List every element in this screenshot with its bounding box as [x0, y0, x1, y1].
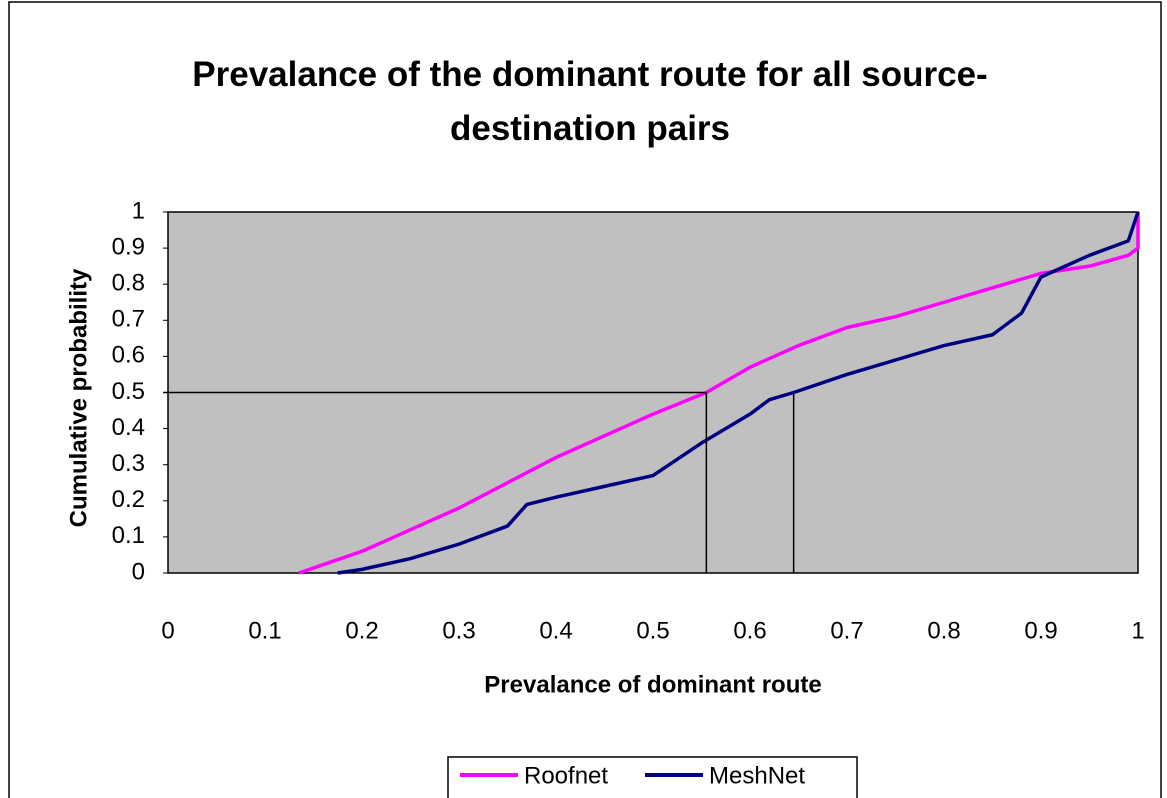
y-tick-label: 0.4 — [112, 414, 145, 441]
chart-frame — [8, 1, 1162, 798]
chart-title: Prevalance of the dominant route for all… — [192, 55, 988, 148]
y-tick-label: 0.7 — [112, 306, 145, 333]
y-tick-label: 0.1 — [112, 522, 145, 549]
line — [337, 211, 1140, 575]
y-tick-label: 0.3 — [112, 450, 145, 477]
y-tick-label: 0.9 — [112, 233, 145, 260]
y-tick-label: 0 — [132, 558, 145, 585]
legend-box — [447, 756, 858, 798]
x-tick-label: 0.3 — [442, 617, 475, 644]
y-tick-label: 1 — [132, 197, 145, 224]
x-axis-label: Prevalance of dominant route — [484, 671, 821, 698]
x-tick-label: 0.4 — [539, 617, 572, 644]
legend-label: Roofnet — [524, 762, 608, 789]
y-tick-label: 0.6 — [112, 342, 145, 369]
x-tick-label: 0.1 — [248, 617, 281, 644]
x-tick-label: 0.2 — [345, 617, 378, 644]
x-tick-label: 0.9 — [1024, 617, 1057, 644]
line — [298, 212, 1140, 575]
x-tick-label: 1 — [1131, 617, 1144, 644]
y-axis-label: Cumulative probability — [65, 268, 92, 527]
legend-label: MeshNet — [709, 762, 805, 789]
x-tick-label: 0 — [161, 617, 174, 644]
y-tick-label: 0.8 — [112, 270, 145, 297]
y-tick-label: 0.2 — [112, 486, 145, 513]
x-tick-label: 0.5 — [636, 617, 669, 644]
x-tick-label: 0.8 — [927, 617, 960, 644]
x-tick-label: 0.7 — [830, 617, 863, 644]
x-tick-label: 0.6 — [733, 617, 766, 644]
y-tick-label: 0.5 — [112, 378, 145, 405]
